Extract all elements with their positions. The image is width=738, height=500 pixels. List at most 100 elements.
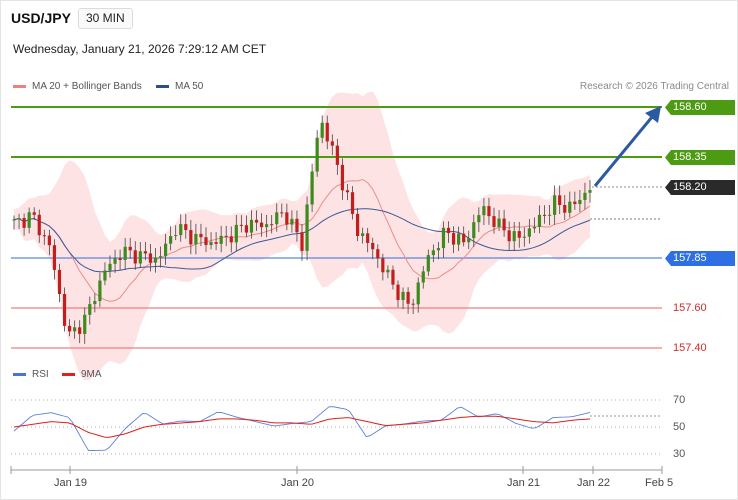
candle-body — [391, 269, 395, 285]
candle-body — [553, 195, 557, 215]
candle-body — [457, 233, 461, 245]
rsi-tick-50: 50 — [673, 421, 686, 433]
candle-body — [487, 206, 491, 217]
candle-body — [320, 122, 324, 138]
candle-body — [22, 218, 26, 228]
x-label-jan19: Jan 19 — [54, 477, 88, 489]
candle-body — [497, 218, 501, 227]
candle-body — [396, 284, 400, 301]
candle-body — [67, 325, 72, 332]
candle-body — [204, 237, 208, 246]
candle-body — [290, 218, 294, 225]
ma50-label: MA 50 — [175, 81, 204, 92]
candle-body — [88, 304, 92, 315]
candle-body — [568, 201, 572, 213]
candle-body — [426, 255, 430, 272]
candle-body — [310, 171, 314, 205]
x-label-jan21: Jan 21 — [507, 477, 541, 489]
x-label-jan20: Jan 20 — [281, 477, 315, 489]
candle-body — [138, 251, 142, 264]
candle-body — [62, 294, 67, 326]
candle-body — [229, 236, 233, 243]
candle-body — [158, 256, 163, 258]
candle-body — [239, 224, 243, 226]
candle-body — [285, 212, 289, 225]
candle-body — [588, 190, 592, 193]
candle-body — [37, 214, 41, 236]
candle-body — [224, 235, 228, 237]
candle-body — [542, 214, 547, 216]
candle-body — [431, 250, 435, 256]
candle-body — [477, 215, 481, 223]
timeframe-button[interactable]: 30 MIN — [78, 8, 133, 29]
candle-body — [411, 303, 415, 305]
candle-body — [361, 233, 365, 236]
rsi-ma-swatch — [62, 373, 75, 376]
candle-body — [209, 242, 213, 246]
candle-body — [371, 242, 375, 250]
candle-body — [366, 233, 370, 243]
candle-body — [103, 270, 107, 281]
candle-body — [527, 228, 531, 237]
candle-body — [563, 205, 567, 213]
candle-body — [446, 227, 451, 234]
candle-body — [482, 206, 486, 216]
candle-body — [148, 253, 153, 263]
candle-body — [335, 145, 339, 165]
candle-body — [17, 218, 21, 220]
forecast-arrow-head — [645, 106, 661, 123]
candle-body — [325, 122, 329, 142]
legend-rsi: RSI — [13, 369, 49, 380]
candle-body — [143, 251, 147, 254]
candle-body — [12, 219, 16, 221]
datetime-label: Wednesday, January 21, 2026 7:29:12 AM C… — [13, 42, 267, 56]
candle-body — [295, 218, 299, 233]
candle-body — [355, 213, 360, 236]
x-label-jan22: Jan 22 — [577, 477, 611, 489]
candle-body — [547, 214, 552, 216]
rsi-ma-line — [13, 415, 591, 438]
candle-body — [133, 250, 137, 264]
candle-body — [340, 164, 345, 191]
x-label-feb5: Feb 5 — [645, 477, 674, 489]
bollinger-swatch — [13, 85, 26, 88]
candle-body — [573, 201, 577, 205]
candle-body — [27, 212, 31, 228]
rsi-tick-70: 70 — [673, 394, 686, 406]
level-tag-s1: 157.60 — [673, 302, 707, 314]
candle-body — [234, 224, 238, 243]
candle-body — [421, 271, 425, 283]
candle-body — [381, 258, 385, 273]
candle-body — [123, 246, 127, 261]
candle-body — [280, 212, 284, 214]
candle-body — [275, 212, 279, 225]
candle-body — [254, 219, 259, 223]
candle-body — [462, 233, 466, 243]
candle-body — [300, 232, 304, 251]
candle-body — [350, 192, 355, 214]
rsi-swatch — [13, 373, 26, 376]
legend-bollinger: MA 20 + Bollinger Bands — [13, 81, 142, 92]
candle-body — [517, 231, 521, 238]
bollinger-label: MA 20 + Bollinger Bands — [32, 81, 142, 92]
candle-body — [52, 245, 57, 270]
candle-body — [113, 258, 117, 264]
candle-body — [73, 327, 77, 332]
candle-body — [305, 204, 309, 251]
candle-body — [436, 248, 441, 251]
rsi-tick-30: 30 — [673, 448, 686, 460]
candle-body — [376, 249, 380, 259]
candle-body — [507, 230, 511, 242]
ma50-swatch — [156, 85, 169, 88]
candle-body — [330, 141, 334, 146]
candle-body — [219, 235, 223, 244]
candle-body — [128, 246, 132, 251]
candle-body — [265, 224, 269, 228]
candle-body — [214, 242, 218, 244]
candle-body — [118, 258, 122, 261]
candle-body — [537, 214, 542, 227]
candle-body — [174, 235, 178, 237]
candle-body — [199, 233, 203, 238]
candle-body — [386, 269, 390, 273]
